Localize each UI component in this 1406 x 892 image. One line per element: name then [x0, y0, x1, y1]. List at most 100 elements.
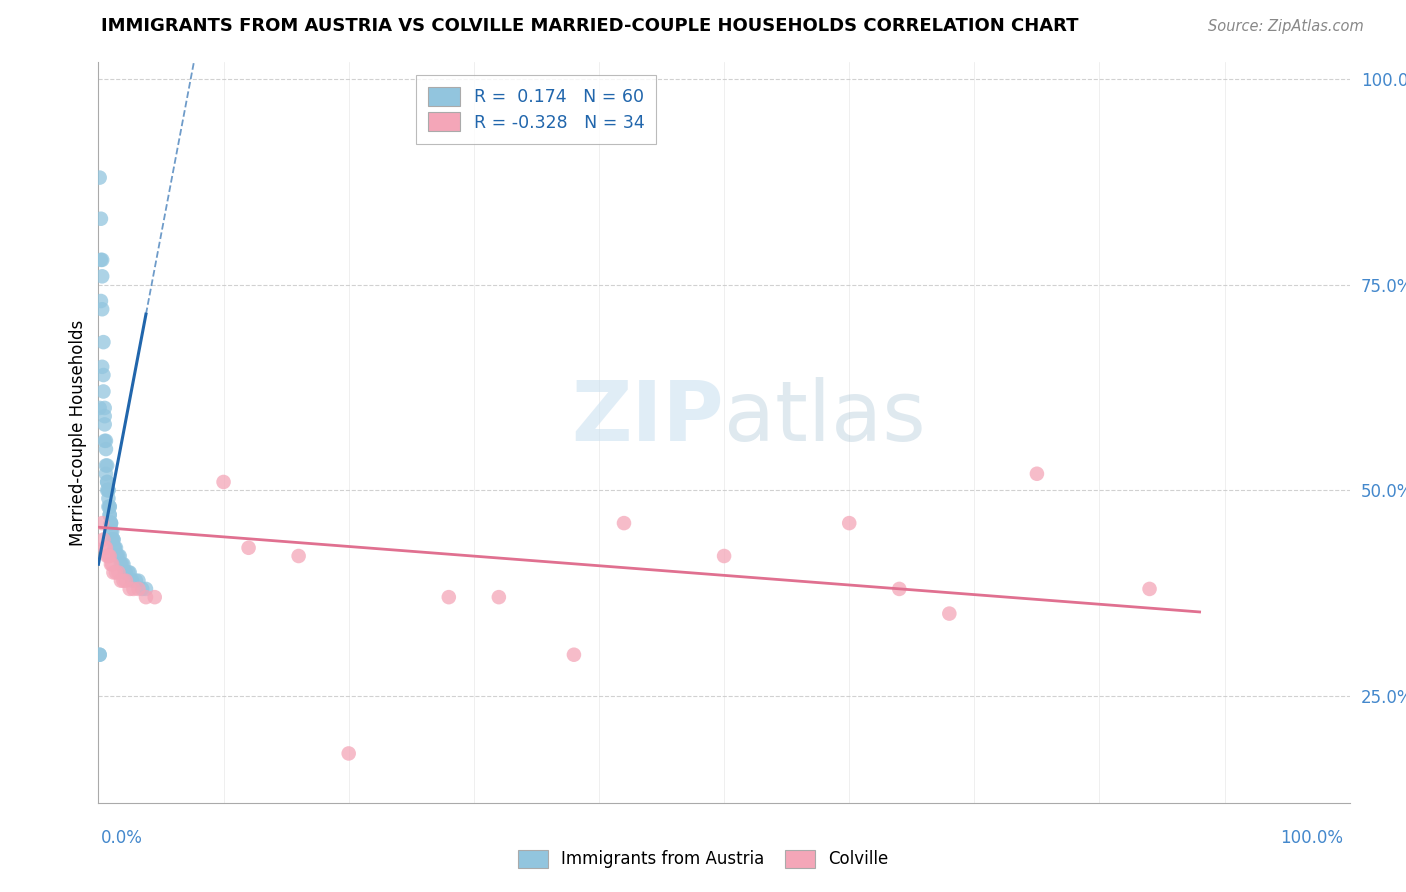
Point: [93, 434, 115, 448]
Point: [93, 533, 115, 547]
Point: [103, 566, 125, 580]
Point: [93, 384, 115, 399]
Point: [104, 541, 127, 555]
Point: [114, 566, 136, 580]
Point: [94, 442, 117, 456]
Point: [91, 252, 114, 267]
Point: [97, 500, 120, 514]
Point: [91, 516, 114, 530]
Point: [105, 549, 128, 563]
Point: [100, 524, 122, 539]
Point: [97, 549, 120, 563]
Text: Source: ZipAtlas.com: Source: ZipAtlas.com: [1208, 20, 1364, 34]
Point: [115, 574, 138, 588]
Point: [118, 582, 141, 596]
Point: [838, 516, 860, 530]
Point: [1139, 582, 1161, 596]
Point: [103, 533, 125, 547]
Point: [93, 335, 115, 350]
Point: [96, 475, 118, 489]
Point: [104, 541, 127, 555]
Point: [93, 541, 115, 555]
Point: [97, 491, 120, 506]
Point: [122, 582, 145, 596]
Point: [89, 170, 111, 185]
Point: [1026, 467, 1049, 481]
Point: [89, 648, 111, 662]
Point: [100, 558, 122, 572]
Point: [437, 590, 460, 604]
Text: 100.0%: 100.0%: [1279, 829, 1343, 847]
Point: [91, 359, 114, 374]
Point: [93, 368, 115, 382]
Point: [94, 541, 117, 555]
Point: [889, 582, 911, 596]
Point: [98, 508, 121, 522]
Point: [98, 500, 121, 514]
Point: [96, 458, 118, 473]
Point: [94, 434, 117, 448]
Point: [91, 302, 114, 317]
Point: [238, 541, 260, 555]
Point: [100, 516, 122, 530]
Point: [96, 549, 118, 563]
Text: IMMIGRANTS FROM AUSTRIA VS COLVILLE MARRIED-COUPLE HOUSEHOLDS CORRELATION CHART: IMMIGRANTS FROM AUSTRIA VS COLVILLE MARR…: [101, 17, 1078, 35]
Point: [115, 566, 138, 580]
Point: [103, 533, 125, 547]
Point: [93, 417, 115, 432]
Point: [101, 524, 124, 539]
Point: [93, 409, 115, 424]
Point: [89, 648, 111, 662]
Point: [107, 566, 129, 580]
Point: [488, 590, 510, 604]
Point: [90, 293, 112, 308]
Point: [337, 747, 360, 761]
Point: [131, 582, 153, 596]
Point: [98, 508, 121, 522]
Point: [110, 574, 132, 588]
Point: [96, 475, 118, 489]
Point: [97, 483, 120, 498]
Point: [110, 558, 132, 572]
Point: [104, 541, 127, 555]
Point: [118, 566, 141, 580]
Point: [143, 590, 166, 604]
Point: [127, 582, 149, 596]
Point: [562, 648, 585, 662]
Point: [94, 458, 117, 473]
Point: [107, 549, 129, 563]
Point: [127, 574, 149, 588]
Point: [89, 401, 111, 415]
Point: [713, 549, 735, 563]
Point: [111, 558, 134, 572]
Point: [100, 516, 122, 530]
Point: [98, 549, 121, 563]
Point: [104, 566, 127, 580]
Point: [100, 516, 122, 530]
Point: [101, 558, 124, 572]
Y-axis label: Married-couple Households: Married-couple Households: [69, 319, 87, 546]
Text: ZIP: ZIP: [572, 377, 724, 458]
Point: [108, 549, 131, 563]
Point: [96, 483, 118, 498]
Point: [135, 582, 157, 596]
Point: [90, 211, 112, 226]
Point: [91, 269, 114, 284]
Point: [112, 558, 135, 572]
Point: [125, 574, 148, 588]
Point: [94, 467, 117, 481]
Point: [101, 533, 124, 547]
Point: [112, 574, 135, 588]
Text: 0.0%: 0.0%: [101, 829, 143, 847]
Point: [135, 590, 157, 604]
Point: [117, 566, 139, 580]
Point: [90, 252, 112, 267]
Point: [98, 500, 121, 514]
Text: atlas: atlas: [724, 377, 925, 458]
Point: [212, 475, 235, 489]
Point: [93, 401, 115, 415]
Point: [287, 549, 309, 563]
Point: [97, 483, 120, 498]
Point: [613, 516, 636, 530]
Legend: R =  0.174   N = 60, R = -0.328   N = 34: R = 0.174 N = 60, R = -0.328 N = 34: [416, 75, 657, 144]
